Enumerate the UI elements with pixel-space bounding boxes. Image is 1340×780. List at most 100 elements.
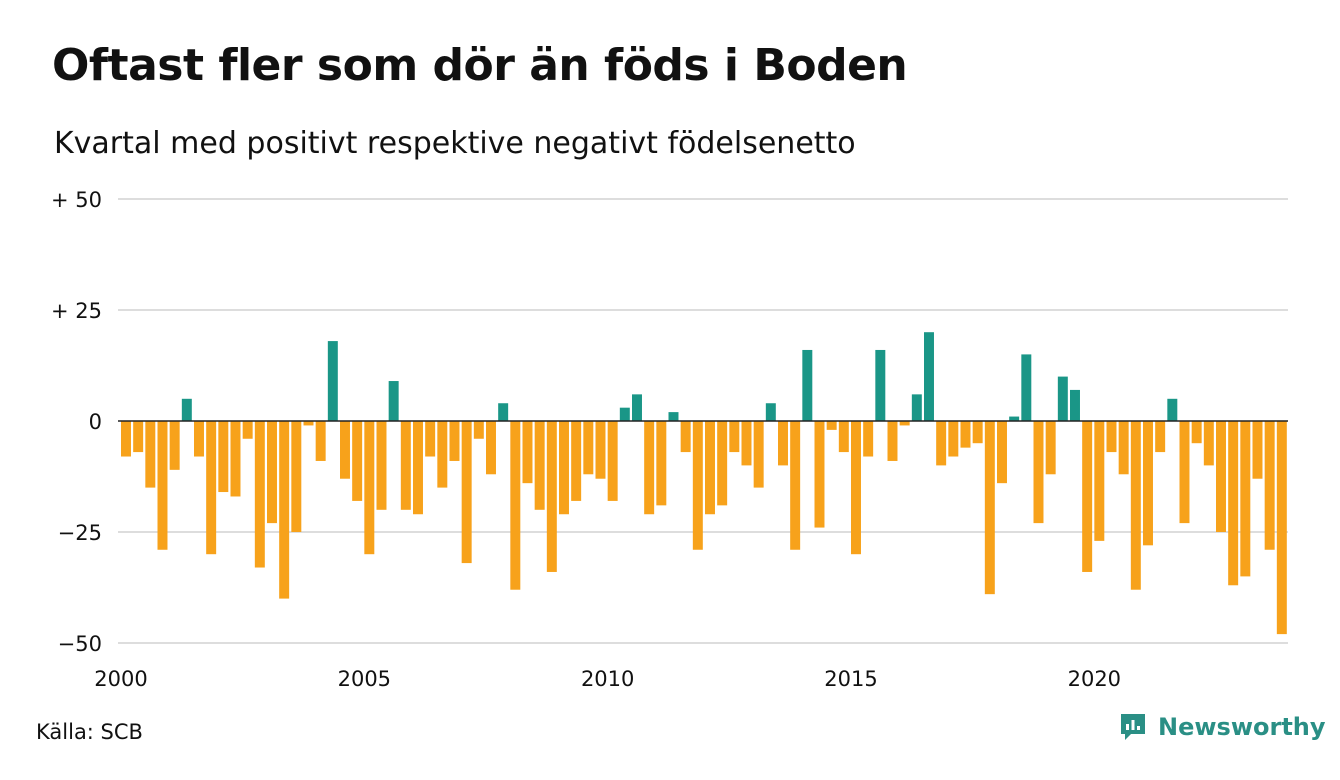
bar: [948, 421, 959, 457]
bar: [911, 394, 922, 421]
bar: [194, 421, 204, 457]
x-tick-label: 2015: [824, 667, 877, 691]
bar: [972, 421, 983, 444]
bar: [181, 398, 192, 421]
bar: [522, 421, 533, 484]
bar: [1057, 376, 1068, 421]
bar: [461, 421, 472, 564]
bar: [729, 421, 740, 453]
gridlines: [118, 198, 1288, 644]
bar: [327, 341, 338, 421]
newsworthy-logo-icon: [1121, 714, 1145, 740]
bar: [1228, 421, 1239, 586]
bar: [157, 421, 168, 550]
bar: [1167, 398, 1178, 421]
bar: [778, 421, 788, 466]
bar: [388, 381, 399, 421]
x-tick-label: 2000: [94, 667, 147, 691]
bar: [242, 421, 253, 439]
bar: [753, 421, 764, 488]
bar: [437, 421, 448, 488]
bar: [1070, 389, 1080, 421]
bar: [826, 421, 837, 430]
bar: [498, 403, 509, 421]
bar: [571, 421, 582, 501]
bar: [924, 332, 934, 421]
bar: [1106, 421, 1117, 453]
bar: [1033, 421, 1044, 524]
bar: [206, 421, 217, 555]
bar: [595, 421, 606, 479]
bar: [802, 349, 813, 421]
y-tick-label: + 50: [51, 188, 102, 212]
bar: [656, 421, 667, 506]
bar: [1191, 421, 1202, 444]
bar: [133, 421, 144, 453]
bar: [1203, 421, 1214, 466]
bar: [376, 421, 387, 510]
bar: [400, 421, 411, 510]
bar: [875, 349, 886, 421]
bar: [583, 421, 594, 475]
bar: [1045, 421, 1056, 475]
bar: [887, 421, 898, 461]
source-note: Källa: SCB: [36, 720, 143, 744]
bar: [680, 421, 691, 453]
bar: [486, 421, 496, 475]
bar: [1276, 421, 1287, 635]
bar: [1094, 421, 1105, 541]
bar: [1143, 421, 1153, 546]
bar: [473, 421, 484, 439]
brand-name: Newsworthy: [1158, 713, 1326, 741]
bar: [352, 421, 363, 501]
bar: [984, 421, 995, 595]
y-tick-label: −25: [58, 521, 102, 545]
bar: [619, 407, 630, 421]
bar: [851, 421, 861, 555]
bar: [765, 403, 776, 421]
brand-logo: Newsworthy: [1118, 712, 1326, 742]
bar: [1130, 421, 1141, 590]
bar: [1252, 421, 1263, 479]
x-tick-label: 2010: [581, 667, 634, 691]
bar: [425, 421, 436, 457]
bar: [340, 421, 350, 479]
bar: [1155, 421, 1166, 453]
y-tick-label: −50: [58, 632, 102, 656]
bar: [267, 421, 277, 524]
chart-subtitle: Kvartal med positivt respektive negativt…: [54, 126, 856, 161]
bar: [1240, 421, 1251, 577]
bar: [741, 421, 752, 466]
chart-title: Oftast fler som dör än föds i Boden: [52, 40, 908, 91]
bar: [997, 421, 1007, 484]
bar: [1021, 354, 1032, 421]
bar: [1216, 421, 1226, 532]
bar: [145, 421, 156, 488]
bar: [705, 421, 715, 515]
bar: [1082, 421, 1093, 572]
y-tick-label: + 25: [51, 299, 102, 323]
bar: [303, 421, 314, 426]
x-tick-label: 2020: [1068, 667, 1121, 691]
bar: [279, 421, 290, 599]
bar: [692, 421, 703, 550]
bar: [254, 421, 265, 568]
bar: [1009, 416, 1020, 421]
bar: [790, 421, 801, 550]
x-axis-labels: 2000 2005 2010 2015 2020: [94, 667, 1121, 691]
bar: [413, 421, 423, 515]
bar: [291, 421, 302, 532]
bar: [169, 421, 180, 470]
bar: [1118, 421, 1129, 475]
x-tick-label: 2005: [338, 667, 391, 691]
bar: [814, 421, 825, 528]
bar: [1179, 421, 1190, 524]
bar: [863, 421, 874, 457]
bar: [960, 421, 971, 448]
bar: [218, 421, 229, 493]
bar: [838, 421, 849, 453]
bar: [364, 421, 375, 555]
bar-chart: + 50 + 25 0 −25 −50 2000 2005 2010 2015 2020: [51, 188, 1288, 691]
bar: [607, 421, 618, 501]
bars: [121, 332, 1287, 635]
